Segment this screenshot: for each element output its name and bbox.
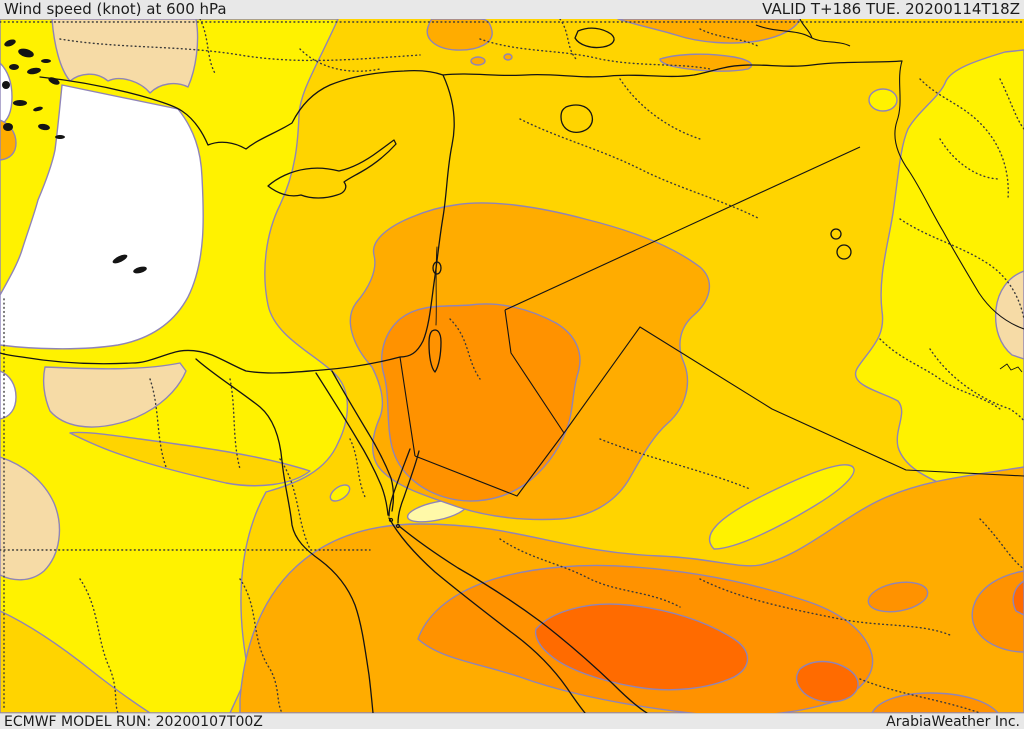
contour-level-white (0, 62, 204, 420)
jordan-river (435, 246, 438, 326)
caucasus-borders (755, 19, 851, 47)
wind-speed-contour-map (0, 19, 1024, 713)
sea-of-galilee (432, 261, 442, 275)
red-sea-coasts (388, 517, 648, 713)
coastlines (0, 27, 903, 713)
footer-bar: ECMWF MODEL RUN: 20200107T00Z ArabiaWeat… (0, 713, 1024, 729)
iraq-saudi-border (563, 326, 1024, 477)
turkey-coast-and-north-borders (39, 60, 903, 150)
lake-urmia (560, 104, 594, 133)
lake-tharthar (830, 228, 842, 240)
admin-boundaries (0, 19, 1024, 713)
tiran-island (388, 517, 394, 523)
tiran-island-2 (395, 523, 401, 529)
mesopotamia-marshes (999, 363, 1023, 373)
egypt-israel-border (399, 356, 416, 457)
contour-level-red-orange (534, 580, 1024, 703)
nile-river (195, 358, 374, 713)
map-title: Wind speed (knot) at 600 hPa (4, 0, 227, 18)
cyprus-island (267, 139, 397, 199)
gulf-of-aqaba (388, 448, 420, 524)
model-run-label: ECMWF MODEL RUN: 20200107T00Z (4, 713, 263, 730)
syria-iraq-border (504, 146, 861, 311)
dead-sea (428, 329, 442, 373)
iran-border (894, 60, 1024, 330)
aegean-islands (2, 39, 147, 274)
credit-label: ArabiaWeather Inc. (886, 713, 1020, 730)
levant-egypt-coast (0, 74, 455, 374)
country-borders (399, 19, 1024, 497)
lake-van (574, 27, 615, 49)
valid-time-label: VALID T+186 TUE. 20200114T18Z (762, 0, 1020, 18)
header-bar: Wind speed (knot) at 600 hPa VALID T+186… (0, 0, 1024, 19)
lake-habbaniyah (836, 244, 852, 260)
